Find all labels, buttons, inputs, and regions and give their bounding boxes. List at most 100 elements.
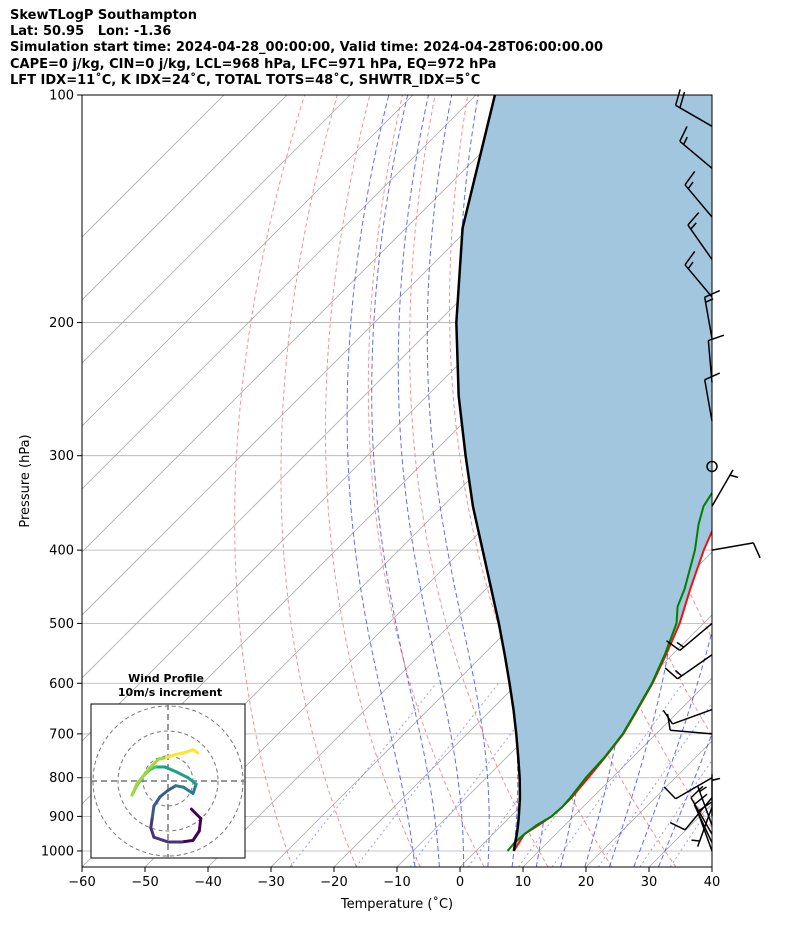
hodograph-segment xyxy=(191,748,200,755)
x-tick-label: 10 xyxy=(515,875,532,890)
hodograph-title: Wind Profile xyxy=(128,672,204,685)
barb-half-flag xyxy=(729,474,739,479)
barb-staff xyxy=(672,708,713,725)
barb-half-flag xyxy=(690,222,697,230)
barb-staff xyxy=(684,797,713,831)
barb-flag xyxy=(687,212,700,226)
wind-barb xyxy=(707,334,725,383)
dry-adiabat xyxy=(761,95,794,867)
y-tick-label: 1000 xyxy=(41,844,74,859)
barb-flag xyxy=(693,793,708,806)
hodograph-segment xyxy=(149,815,154,830)
wind-barb xyxy=(711,542,761,559)
y-tick-label: 400 xyxy=(49,544,74,559)
barb-flag xyxy=(669,821,686,831)
hodograph-segment xyxy=(150,804,156,819)
y-tick-label: 800 xyxy=(49,771,74,786)
barb-staff xyxy=(684,264,713,298)
barb-half-flag xyxy=(687,181,694,190)
y-tick-label: 500 xyxy=(49,617,74,632)
x-tick-label: 0 xyxy=(456,875,464,890)
barb-half-flag xyxy=(682,136,688,145)
wind-barb xyxy=(693,793,713,843)
hodograph-segment xyxy=(135,767,151,786)
mixing-ratio-line xyxy=(409,682,550,867)
dry-adiabat xyxy=(367,95,485,867)
barb-staff xyxy=(675,104,713,127)
dry-adiabat xyxy=(409,95,549,867)
x-tick-label: −60 xyxy=(68,875,95,890)
barb-staff xyxy=(696,806,713,847)
x-axis-ticks: −60 −50 −40 −30 −20 −10 0 10 20 30 40 xyxy=(68,867,720,890)
dry-adiabat xyxy=(449,95,613,867)
barb-staff xyxy=(711,469,734,507)
y-tick-label: 100 xyxy=(49,89,74,104)
wind-barb xyxy=(690,785,713,835)
barb-staff xyxy=(703,379,713,422)
y-tick-label: 200 xyxy=(49,316,74,331)
chart-header: SkewTLogP Southampton Lat: 50.95 Lon: -1… xyxy=(10,8,603,89)
dewpoint-line xyxy=(506,491,712,852)
mixing-ratio-line xyxy=(551,682,684,867)
barb-staff xyxy=(707,340,713,383)
indices-line: LFT IDX=11˚C, K IDX=24˚C, TOTAL TOTS=48˚… xyxy=(10,72,481,88)
x-tick-label: 30 xyxy=(641,875,658,890)
isotherm-line xyxy=(333,488,712,867)
barb-half-flag xyxy=(711,777,721,782)
barb-flag xyxy=(679,126,688,142)
hodograph-segment xyxy=(149,826,156,839)
cin-area xyxy=(456,95,712,851)
mixing-ratio-line xyxy=(289,682,437,867)
isotherm-line xyxy=(82,95,288,301)
barb-half-flag xyxy=(691,839,700,842)
cape-cin-fill xyxy=(456,95,712,851)
barb-staff xyxy=(690,797,713,835)
barb-staff xyxy=(684,184,713,218)
hodograph-segment xyxy=(197,817,203,833)
barb-flag xyxy=(690,785,704,799)
chart-title: SkewTLogP Southampton xyxy=(10,8,197,23)
mixing-ratio-line xyxy=(355,682,499,867)
hodograph-segment xyxy=(182,785,195,795)
x-axis-label: Temperature (˚C) xyxy=(340,896,453,912)
wind-barb xyxy=(711,469,739,507)
calm-circle xyxy=(706,460,718,473)
barb-flag xyxy=(674,89,681,106)
barb-flag xyxy=(662,709,674,725)
wind-barb xyxy=(666,622,713,652)
isotherm-line xyxy=(82,95,477,490)
dry-adiabat xyxy=(234,95,306,867)
barb-staff xyxy=(675,777,713,800)
wind-barb xyxy=(679,126,713,169)
isotherm-line xyxy=(82,95,351,364)
x-tick-label: −50 xyxy=(131,875,158,890)
barb-half-flag xyxy=(676,641,685,648)
hodograph-segment xyxy=(186,776,198,786)
barb-flag xyxy=(704,372,721,381)
hodograph-segment xyxy=(158,788,170,799)
hodograph-ring xyxy=(117,730,219,832)
isotherm-line xyxy=(711,866,712,867)
barb-staff xyxy=(711,542,754,551)
dry-adiabat xyxy=(280,95,357,867)
y-axis-label: Pressure (hPa) xyxy=(18,434,33,527)
barb-half-flag xyxy=(705,298,714,303)
parcel-line xyxy=(455,95,522,852)
x-tick-label: −20 xyxy=(320,875,347,890)
wind-barb xyxy=(684,171,713,218)
wind-barb xyxy=(674,89,713,127)
wind-barb xyxy=(703,289,721,339)
hodograph-inset: Wind Profile 10m/s increment xyxy=(90,672,246,859)
barb-staff xyxy=(687,224,713,260)
barb-staff xyxy=(679,622,713,651)
hodograph-segment xyxy=(191,829,201,842)
barb-flag xyxy=(708,334,725,342)
profiles xyxy=(455,95,712,852)
moist-adiabat xyxy=(633,95,712,867)
dry-adiabat xyxy=(324,95,421,867)
cape-line: CAPE=0 j/kg, CIN=0 j/kg, LCL=968 hPa, LF… xyxy=(10,56,497,72)
barb-flag xyxy=(684,171,696,186)
x-tick-label: 40 xyxy=(704,875,721,890)
barb-staff xyxy=(670,729,713,735)
